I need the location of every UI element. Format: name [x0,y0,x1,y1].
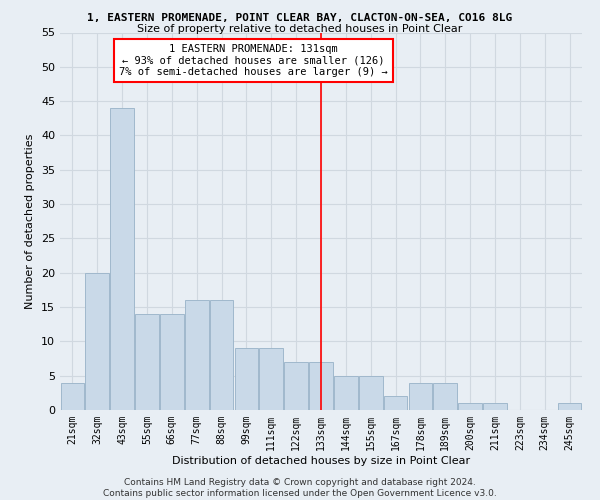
Bar [185,300,209,410]
Bar [160,314,184,410]
Bar [284,362,308,410]
Text: Size of property relative to detached houses in Point Clear: Size of property relative to detached ho… [137,24,463,34]
Bar [458,403,482,410]
Bar [433,382,457,410]
Bar [61,382,84,410]
X-axis label: Distribution of detached houses by size in Point Clear: Distribution of detached houses by size … [172,456,470,466]
Bar [110,108,134,410]
Text: 1 EASTERN PROMENADE: 131sqm
← 93% of detached houses are smaller (126)
7% of sem: 1 EASTERN PROMENADE: 131sqm ← 93% of det… [119,44,388,77]
Bar [359,376,383,410]
Y-axis label: Number of detached properties: Number of detached properties [25,134,35,309]
Bar [235,348,258,410]
Bar [558,403,581,410]
Text: Contains HM Land Registry data © Crown copyright and database right 2024.
Contai: Contains HM Land Registry data © Crown c… [103,478,497,498]
Bar [135,314,159,410]
Bar [384,396,407,410]
Bar [259,348,283,410]
Text: 1, EASTERN PROMENADE, POINT CLEAR BAY, CLACTON-ON-SEA, CO16 8LG: 1, EASTERN PROMENADE, POINT CLEAR BAY, C… [88,12,512,22]
Bar [409,382,432,410]
Bar [309,362,333,410]
Bar [85,272,109,410]
Bar [334,376,358,410]
Bar [483,403,507,410]
Bar [210,300,233,410]
